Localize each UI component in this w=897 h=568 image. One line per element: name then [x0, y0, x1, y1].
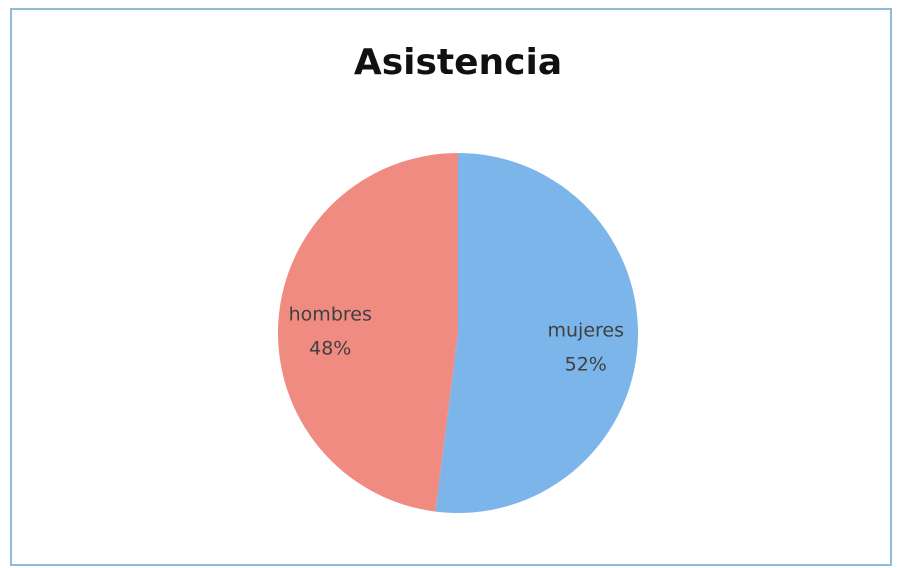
slice-category-label: hombres	[289, 303, 372, 325]
slice-category-label: mujeres	[547, 320, 624, 342]
slice-value-label: 52%	[565, 354, 607, 376]
pie-slice	[435, 153, 638, 513]
chart-title: Asistencia	[354, 42, 562, 83]
slice-value-label: 48%	[309, 337, 351, 359]
pie-slice	[277, 153, 458, 512]
